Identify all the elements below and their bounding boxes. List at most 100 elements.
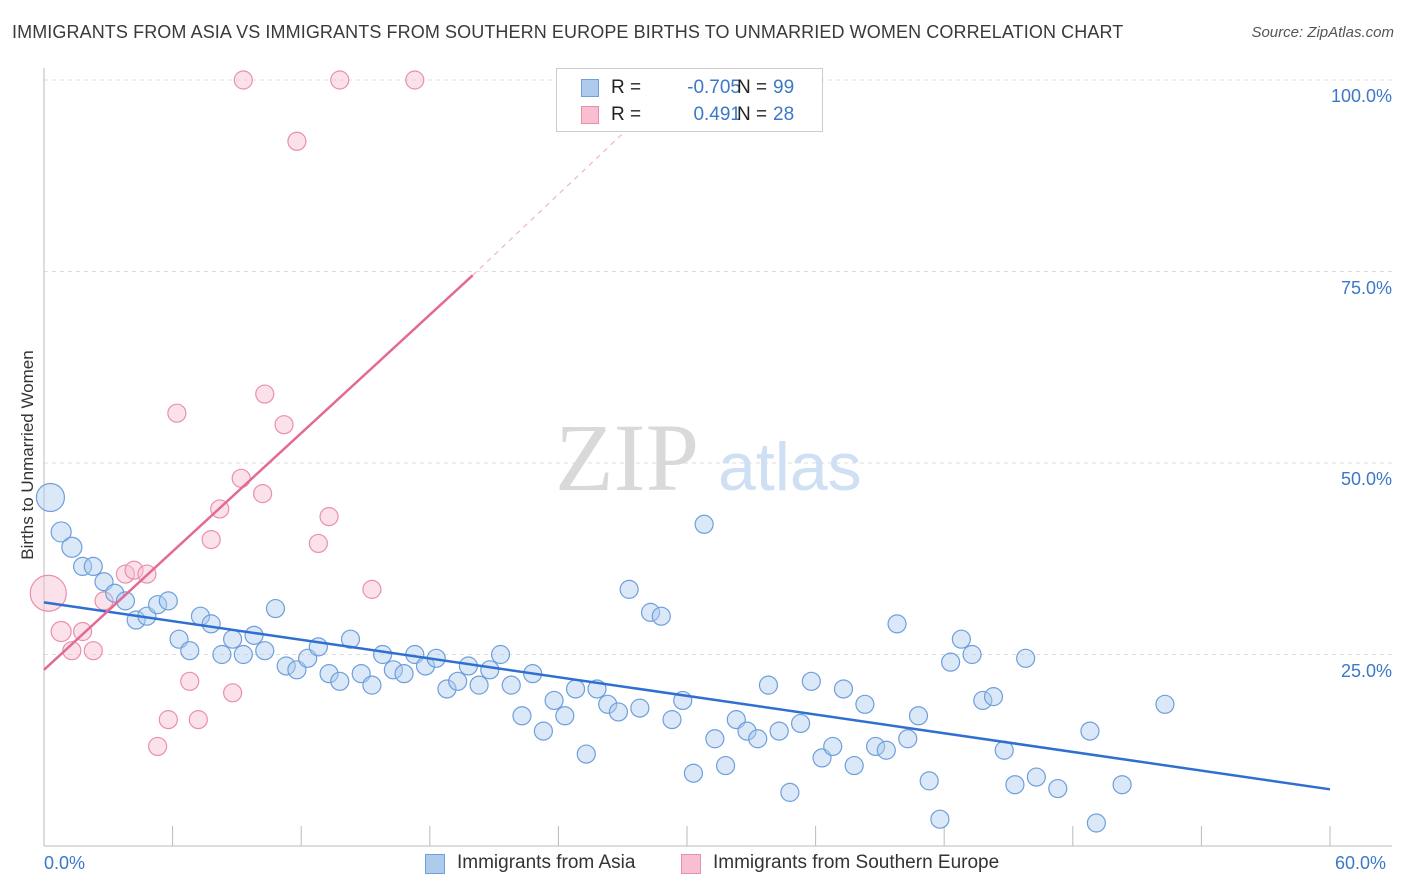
asia-point (61, 536, 83, 558)
southern_europe-point (330, 70, 350, 90)
r-label: R = (611, 104, 642, 125)
asia-point (180, 641, 200, 661)
southern_europe-point (287, 131, 307, 151)
southern_europe-point (405, 70, 425, 90)
asia-point (790, 713, 811, 734)
asia-point (383, 660, 403, 680)
asia-point (758, 675, 779, 695)
southern_europe-point (233, 70, 253, 90)
r-value-asia: -0.705 (687, 77, 741, 98)
axes (43, 68, 1392, 847)
asia-point (705, 729, 725, 749)
asia-point (480, 660, 500, 680)
southern_europe-point (274, 415, 294, 435)
asia-point (898, 729, 918, 749)
asia-point (373, 644, 393, 665)
asia-point (115, 591, 136, 611)
southern_europe-point (180, 671, 200, 691)
asia-point (244, 625, 264, 645)
asia-point (319, 664, 339, 684)
asia-point (769, 721, 789, 741)
asia-point (362, 675, 382, 695)
southern_europe-point (72, 621, 93, 642)
asia-point (512, 706, 532, 726)
asia-point (394, 664, 414, 684)
source-label: Source: ZipAtlas.com (1251, 24, 1394, 41)
southern_europe-point (253, 484, 273, 504)
southern_europe-point (124, 560, 144, 580)
asia-point (619, 579, 639, 599)
asia-point (72, 556, 93, 577)
r-value-europe: 0.491 (693, 104, 741, 125)
asia-point (83, 556, 103, 577)
y-tick-label: 75.0% (1340, 277, 1392, 298)
southern_europe-point (29, 574, 67, 612)
southern_europe-point (147, 736, 168, 757)
europe-trend-extension (472, 133, 624, 276)
asia-point (780, 782, 800, 802)
asia-point (640, 602, 661, 622)
y-tick-label: 100.0% (1330, 86, 1392, 106)
asia-point (930, 809, 950, 829)
asia-point (330, 671, 350, 691)
asia-point (1016, 648, 1036, 668)
asia-point (662, 710, 682, 730)
asia-point (565, 679, 586, 699)
asia-point (651, 606, 671, 626)
n-value-asia: 99 (773, 77, 795, 98)
asia-point (833, 679, 854, 699)
asia-point (1112, 775, 1132, 795)
asia-point (694, 514, 714, 534)
asia-point (748, 729, 768, 749)
asia-point (855, 694, 875, 714)
asia-point (201, 614, 221, 634)
asia-point (1086, 813, 1106, 833)
asia-point (737, 721, 757, 741)
watermark-atlas: atlas (718, 429, 862, 505)
southern_europe-point (319, 507, 339, 527)
asia-point (1026, 767, 1046, 787)
southern_europe-point (201, 529, 221, 550)
asia-point (630, 698, 650, 718)
asia-point (255, 641, 275, 661)
asia-point (490, 644, 511, 665)
southern_europe-point (362, 579, 382, 599)
asia-point (223, 629, 243, 649)
asia-point (265, 598, 286, 619)
southern_europe-point (62, 641, 82, 661)
asia-point (866, 736, 886, 757)
asia-point (683, 763, 704, 783)
asia-point (973, 690, 993, 711)
asia-point (50, 521, 72, 543)
n-label: N = (737, 77, 768, 98)
asia-point (105, 583, 125, 603)
asia-point (598, 694, 618, 714)
southern_europe-point (188, 710, 208, 730)
asia-point (147, 595, 168, 615)
asia-point (469, 675, 489, 695)
asia-point (276, 656, 296, 676)
r-label: R = (611, 77, 642, 98)
asia-point (962, 644, 982, 665)
asia-swatch (581, 79, 599, 97)
asia-point (437, 679, 457, 699)
europe-legend-label: Immigrants from Southern Europe (713, 852, 1000, 873)
asia-point (941, 652, 961, 672)
asia-point (158, 591, 178, 611)
asia-point (576, 744, 596, 764)
n-label: N = (737, 104, 768, 125)
series-southern-europe (29, 70, 425, 757)
x-tick-min: 0.0% (44, 853, 86, 873)
asia-point (844, 755, 864, 776)
y-tick-label: 25.0% (1340, 660, 1392, 681)
series-asia (35, 482, 1175, 833)
asia-point (448, 671, 468, 691)
watermark-zip: ZIP (555, 404, 699, 511)
europe-trend-line (43, 274, 474, 671)
southern_europe-point (255, 384, 275, 404)
correlation-legend: R = -0.705 N = 99 R = 0.491 N = 28 (556, 68, 823, 132)
asia-point (951, 629, 971, 649)
asia-point (887, 614, 907, 634)
asia-point (1155, 694, 1175, 714)
